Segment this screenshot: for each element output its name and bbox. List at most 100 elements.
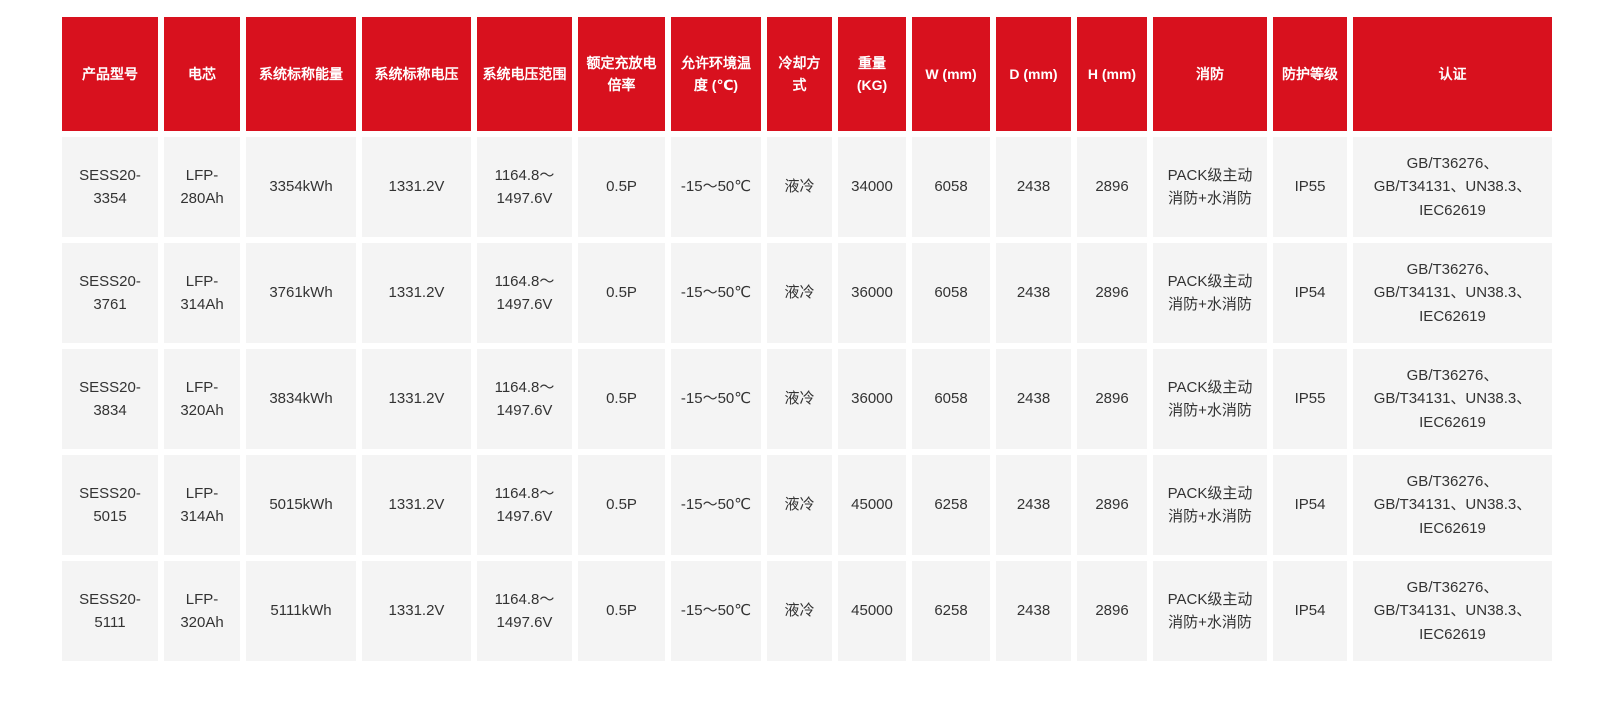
spec-cell: -15～50℃	[671, 243, 761, 343]
spec-cell: IP54	[1273, 561, 1347, 661]
table-header: 产品型号 电芯 系统标称能量 系统标称电压 系统电压范围 额定充放电倍率 允许环境温度 (℃…	[62, 17, 1552, 131]
spec-cell: 0.5P	[578, 561, 665, 661]
column-header: 认证	[1353, 17, 1552, 131]
spec-cell: 36000	[838, 243, 906, 343]
spec-cell: PACK级主动消防+水消防	[1153, 137, 1267, 237]
spec-cell: LFP-320Ah	[164, 561, 240, 661]
column-header: 防护等级	[1273, 17, 1347, 131]
spec-cell: PACK级主动消防+水消防	[1153, 349, 1267, 449]
column-header: 电芯	[164, 17, 240, 131]
column-header: 额定充放电倍率	[578, 17, 665, 131]
table-body: SESS20-3354 LFP-280Ah 3354kWh 1331.2V 1164.8…	[62, 137, 1552, 661]
spec-cell: 45000	[838, 561, 906, 661]
column-header: 允许环境温度 (℃)	[671, 17, 761, 131]
column-header: 消防	[1153, 17, 1267, 131]
spec-cell: IP54	[1273, 455, 1347, 555]
spec-cell: PACK级主动消防+水消防	[1153, 243, 1267, 343]
spec-cell: PACK级主动消防+水消防	[1153, 455, 1267, 555]
spec-cell: 1331.2V	[362, 137, 471, 237]
spec-cell: 2896	[1077, 349, 1147, 449]
column-header: 系统标称能量	[246, 17, 356, 131]
column-header: 重量 (KG)	[838, 17, 906, 131]
spec-cell: SESS20-3834	[62, 349, 158, 449]
spec-cell: IP55	[1273, 349, 1347, 449]
column-header: H (mm)	[1077, 17, 1147, 131]
spec-cell: 1164.8～1497.6V	[477, 561, 572, 661]
spec-cell: -15～50℃	[671, 137, 761, 237]
table-row: SESS20-5015 LFP-314Ah 5015kWh 1331.2V 1164.8…	[62, 455, 1552, 555]
spec-cell: LFP-320Ah	[164, 349, 240, 449]
spec-cell: 36000	[838, 349, 906, 449]
spec-cell: 1164.8～1497.6V	[477, 243, 572, 343]
spec-cell: GB/T36276、GB/T34131、UN38.3、IEC62619	[1353, 349, 1552, 449]
spec-cell: 2896	[1077, 243, 1147, 343]
spec-cell: GB/T36276、GB/T34131、UN38.3、IEC62619	[1353, 561, 1552, 661]
spec-cell: GB/T36276、GB/T34131、UN38.3、IEC62619	[1353, 455, 1552, 555]
spec-cell: 1331.2V	[362, 349, 471, 449]
spec-cell: IP54	[1273, 243, 1347, 343]
column-header: 系统电压范围	[477, 17, 572, 131]
spec-cell: GB/T36276、GB/T34131、UN38.3、IEC62619	[1353, 243, 1552, 343]
table-row: SESS20-3354 LFP-280Ah 3354kWh 1331.2V 1164.8…	[62, 137, 1552, 237]
spec-cell: 6258	[912, 561, 990, 661]
spec-cell: 3761kWh	[246, 243, 356, 343]
spec-cell: 5111kWh	[246, 561, 356, 661]
spec-cell: 3354kWh	[246, 137, 356, 237]
spec-cell: 液冷	[767, 561, 832, 661]
spec-cell: 1331.2V	[362, 561, 471, 661]
spec-table: 产品型号 电芯 系统标称能量 系统标称电压 系统电压范围 额定充放电倍率 允许环境温度 (℃…	[56, 11, 1558, 667]
spec-cell: 2896	[1077, 137, 1147, 237]
table-row: SESS20-5111 LFP-320Ah 5111kWh 1331.2V 1164.8…	[62, 561, 1552, 661]
spec-cell: SESS20-5015	[62, 455, 158, 555]
spec-cell: SESS20-3354	[62, 137, 158, 237]
column-header: 系统标称电压	[362, 17, 471, 131]
spec-cell: 1164.8～1497.6V	[477, 137, 572, 237]
spec-cell: 6058	[912, 243, 990, 343]
spec-cell: 液冷	[767, 349, 832, 449]
column-header: W (mm)	[912, 17, 990, 131]
spec-cell: 液冷	[767, 455, 832, 555]
spec-cell: -15～50℃	[671, 561, 761, 661]
spec-cell: LFP-280Ah	[164, 137, 240, 237]
spec-cell: 0.5P	[578, 455, 665, 555]
spec-cell: LFP-314Ah	[164, 455, 240, 555]
spec-cell: LFP-314Ah	[164, 243, 240, 343]
spec-cell: 2438	[996, 561, 1071, 661]
spec-cell: 1331.2V	[362, 243, 471, 343]
spec-cell: 3834kWh	[246, 349, 356, 449]
spec-cell: -15～50℃	[671, 349, 761, 449]
spec-cell: -15～50℃	[671, 455, 761, 555]
spec-cell: 2896	[1077, 561, 1147, 661]
spec-cell: 5015kWh	[246, 455, 356, 555]
spec-cell: 6058	[912, 137, 990, 237]
spec-cell: 1164.8～1497.6V	[477, 349, 572, 449]
table-row: SESS20-3834 LFP-320Ah 3834kWh 1331.2V 1164.8…	[62, 349, 1552, 449]
spec-cell: 液冷	[767, 243, 832, 343]
spec-cell: 2896	[1077, 455, 1147, 555]
spec-cell: 34000	[838, 137, 906, 237]
spec-cell: SESS20-5111	[62, 561, 158, 661]
spec-cell: 6058	[912, 349, 990, 449]
spec-cell: 0.5P	[578, 137, 665, 237]
spec-cell: 6258	[912, 455, 990, 555]
table-row: SESS20-3761 LFP-314Ah 3761kWh 1331.2V 1164.8…	[62, 243, 1552, 343]
spec-cell: 1331.2V	[362, 455, 471, 555]
spec-cell: IP55	[1273, 137, 1347, 237]
spec-cell: 45000	[838, 455, 906, 555]
spec-cell: 2438	[996, 455, 1071, 555]
spec-cell: 0.5P	[578, 349, 665, 449]
column-header: 产品型号	[62, 17, 158, 131]
spec-cell: 2438	[996, 243, 1071, 343]
header-row: 产品型号 电芯 系统标称能量 系统标称电压 系统电压范围 额定充放电倍率 允许环境温度 (℃…	[62, 17, 1552, 131]
spec-cell: 2438	[996, 349, 1071, 449]
spec-cell: 1164.8～1497.6V	[477, 455, 572, 555]
spec-cell: PACK级主动消防+水消防	[1153, 561, 1267, 661]
spec-cell: 2438	[996, 137, 1071, 237]
column-header: D (mm)	[996, 17, 1071, 131]
spec-cell: 液冷	[767, 137, 832, 237]
spec-cell: GB/T36276、GB/T34131、UN38.3、IEC62619	[1353, 137, 1552, 237]
spec-cell: 0.5P	[578, 243, 665, 343]
column-header: 冷却方式	[767, 17, 832, 131]
spec-cell: SESS20-3761	[62, 243, 158, 343]
